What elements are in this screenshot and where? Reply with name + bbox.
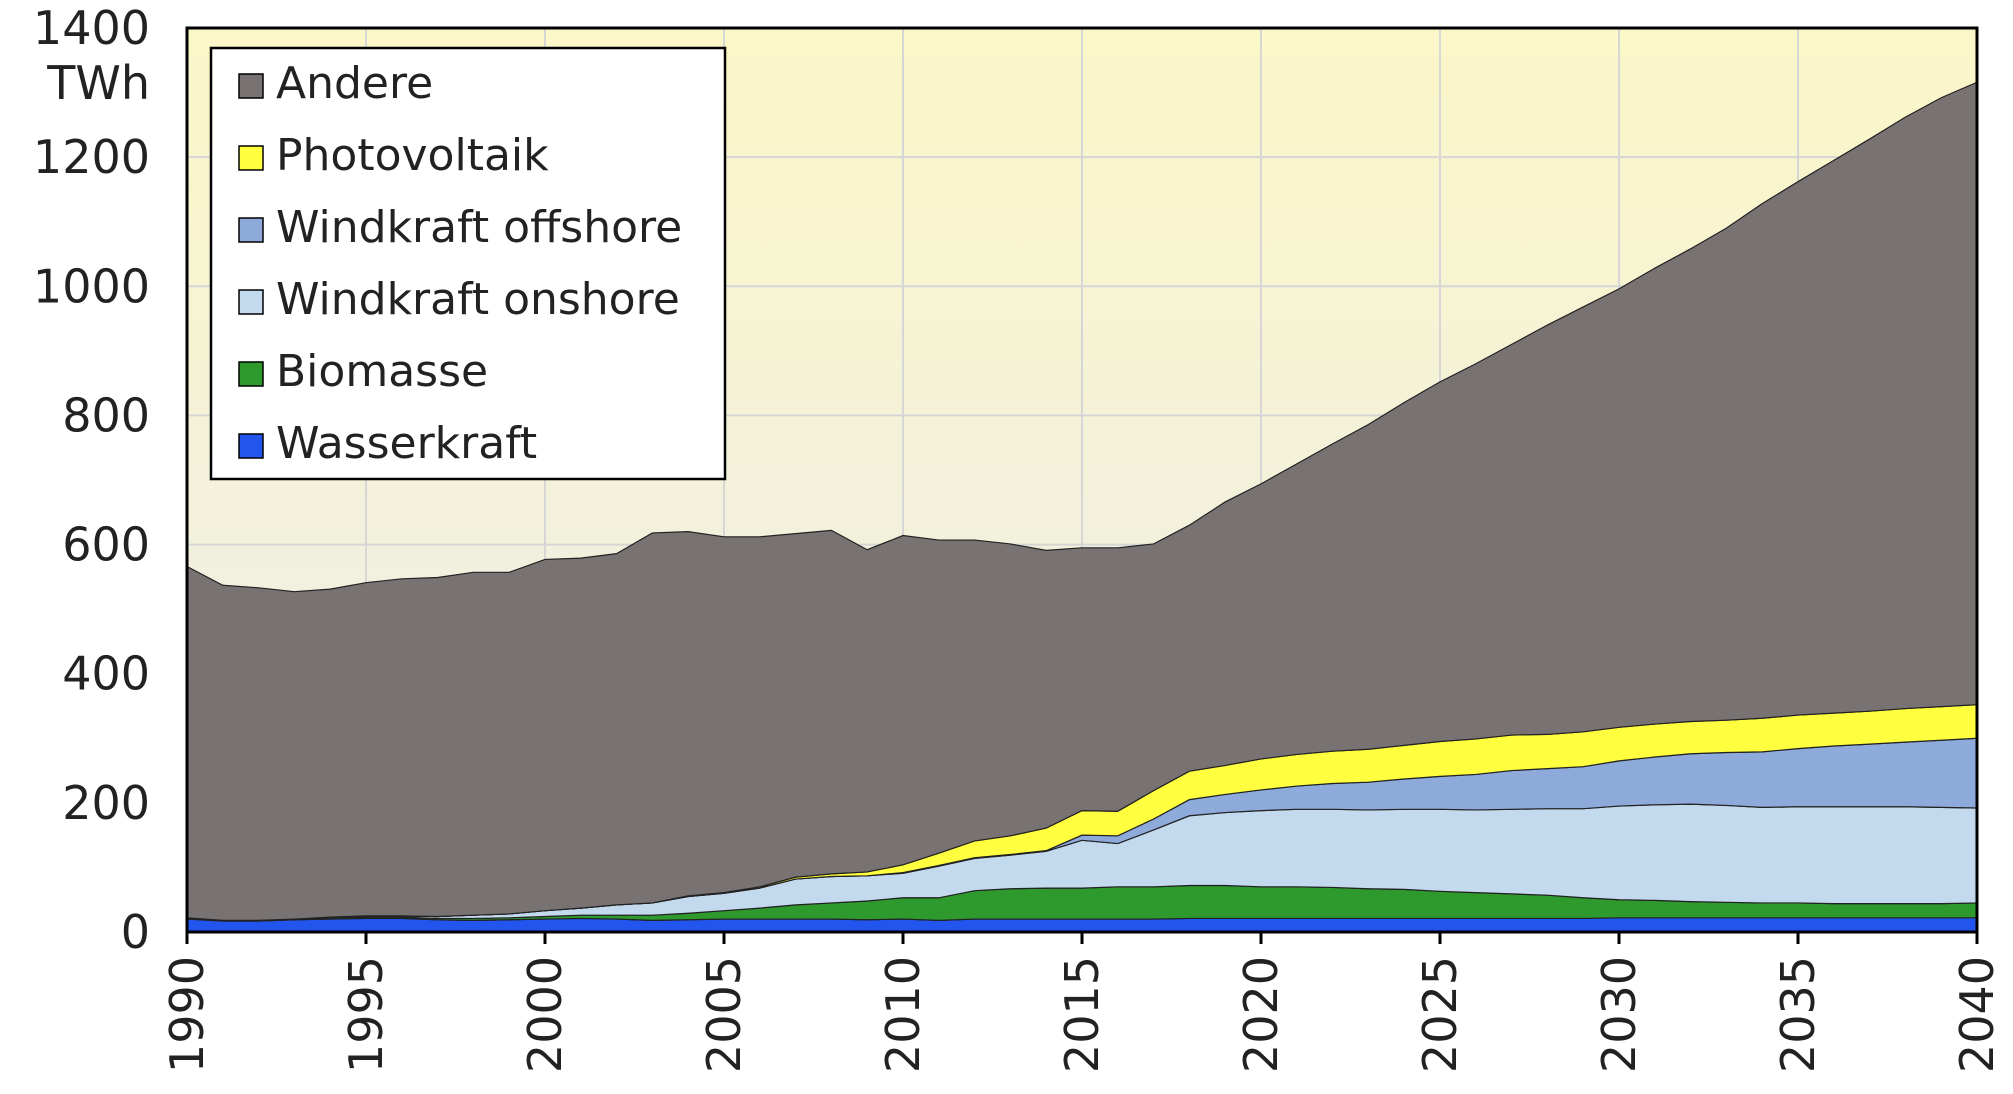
legend: Wasserkraft Biomasse Windkraft onshore Wind…	[209, 46, 727, 481]
x-tick-label: 2020	[1234, 956, 1288, 1073]
y-tick-label: 800	[62, 388, 150, 442]
legend-label: Biomasse	[276, 346, 488, 397]
legend-label: Windkraft onshore	[276, 274, 680, 325]
legend-swatch	[238, 145, 264, 171]
legend-label: Windkraft offshore	[276, 202, 682, 253]
y-axis-label: TWh	[46, 56, 150, 110]
legend-swatch	[238, 361, 264, 387]
y-tick-label: 1400	[33, 1, 150, 55]
areas	[186, 81, 1978, 933]
x-tick-label: 2005	[697, 956, 751, 1073]
legend-label: Photovoltaik	[276, 130, 549, 181]
x-tick-label: 2035	[1771, 956, 1825, 1073]
x-tick-label: 2030	[1592, 956, 1646, 1073]
x-tick-label: 1990	[160, 956, 214, 1073]
x-tick-label: 2025	[1413, 956, 1467, 1073]
legend-label: Andere	[276, 58, 433, 109]
axes: 0 200 400 600 800 1000 1200 1400 1990 1995 2000 200…	[33, 1, 2004, 1073]
x-tick-label: 2040	[1950, 956, 2004, 1073]
legend-swatch	[238, 217, 264, 243]
x-tick-label: 2000	[518, 956, 572, 1073]
y-tick-label: 1200	[33, 130, 150, 184]
y-tick-label: 600	[62, 518, 150, 572]
legend-swatch	[238, 289, 264, 315]
legend-label: Wasserkraft	[276, 418, 537, 469]
x-tick-label: 2010	[876, 956, 930, 1073]
x-tick-label: 1995	[339, 956, 393, 1073]
y-tick-label: 400	[62, 647, 150, 701]
y-tick-label: 1000	[33, 259, 150, 313]
legend-swatch	[238, 433, 264, 459]
x-tick-label: 2015	[1055, 956, 1109, 1073]
y-tick-label: 200	[62, 776, 150, 830]
y-tick-label: 0	[121, 905, 150, 959]
legend-box	[209, 46, 727, 481]
legend-swatch	[238, 73, 264, 99]
